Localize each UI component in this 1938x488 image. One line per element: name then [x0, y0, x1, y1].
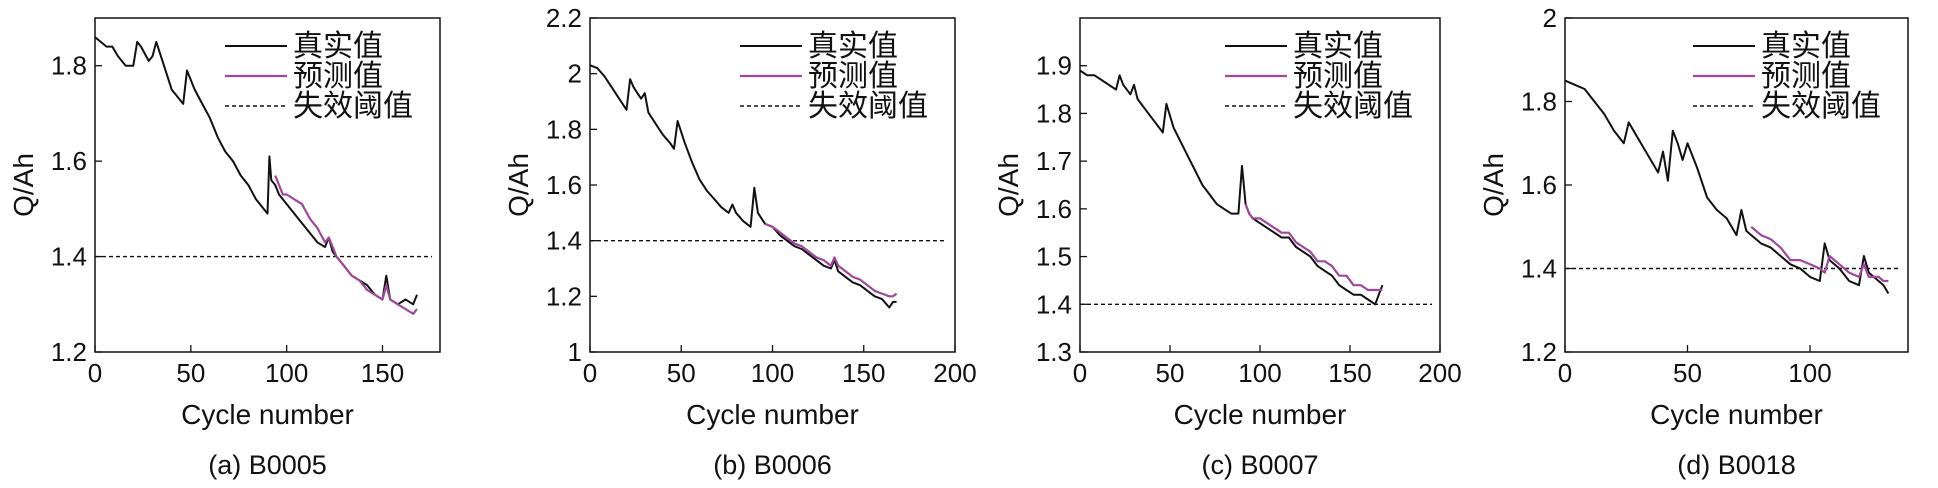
legend-label: 真实值	[1761, 29, 1851, 64]
x-tick-label: 150	[842, 358, 885, 388]
x-tick-label: 100	[751, 358, 794, 388]
y-tick-label: 1.5	[1036, 242, 1072, 272]
y-tick-label: 1.4	[1036, 289, 1072, 319]
y-tick-label: 1.9	[1036, 51, 1072, 81]
plot-frame	[94, 17, 441, 353]
x-tick-label: 50	[1673, 358, 1702, 388]
x-tick-label: 200	[1418, 358, 1461, 388]
plot-frame	[589, 17, 956, 353]
y-tick-label: 1.6	[1521, 170, 1557, 200]
y-tick-label: 1.3	[1036, 337, 1072, 367]
x-axis-label: Cycle number	[686, 399, 859, 430]
chart-panel-4: 0 50 100 1.2 1.4 1.6 1.8 2 Cycle number Q/Ah 真实值预测…	[1478, 3, 1909, 480]
y-axis-label: Q/Ah	[8, 153, 39, 217]
x-tick-label: 0	[1073, 358, 1087, 388]
x-axis-label: Cycle number	[181, 399, 354, 430]
y-tick-label: 1.7	[1036, 146, 1072, 176]
series-line-actual	[1079, 69, 1384, 306]
x-tick-label: 50	[1156, 358, 1185, 388]
y-tick-label: 1.2	[51, 337, 87, 367]
y-tick-label: 1.6	[51, 146, 87, 176]
series-line-predicted	[1750, 225, 1889, 283]
legend-label: 失效阈值	[1293, 89, 1413, 124]
y-tick-label: 1.8	[51, 51, 87, 81]
y-axis-label: Q/Ah	[993, 153, 1024, 217]
series-line-predicted	[1244, 203, 1383, 292]
subfigure-caption: (b) B0006	[713, 450, 832, 480]
legend-label: 真实值	[293, 29, 383, 64]
plot-frame	[1079, 17, 1441, 353]
y-tick-label: 1.2	[546, 281, 582, 311]
y-tick-label: 1.8	[1521, 87, 1557, 117]
x-tick-label: 100	[1788, 358, 1831, 388]
y-tick-label: 2.2	[546, 3, 582, 33]
x-tick-label: 50	[176, 358, 205, 388]
chart-panel-1: 0 50 100 150 1.2 1.4 1.6 1.8 Cycle number Q/Ah 真实值…	[8, 17, 441, 480]
subfigure-caption: (c) B0007	[1201, 450, 1318, 480]
x-tick-label: 0	[583, 358, 597, 388]
x-tick-label: 150	[361, 358, 404, 388]
plot-frame	[1564, 17, 1909, 353]
x-tick-label: 0	[88, 358, 102, 388]
y-axis-label: Q/Ah	[503, 153, 534, 217]
legend-label: 预测值	[1293, 59, 1383, 94]
y-tick-label: 1.6	[1036, 194, 1072, 224]
y-tick-label: 1.4	[51, 242, 87, 272]
y-tick-label: 2	[1543, 3, 1557, 33]
series-line-actual	[1564, 79, 1890, 295]
y-tick-label: 1.4	[1521, 254, 1557, 284]
y-tick-label: 1	[568, 337, 582, 367]
legend-label: 真实值	[1293, 29, 1383, 64]
x-axis-label: Cycle number	[1650, 399, 1823, 430]
x-tick-label: 0	[1558, 358, 1572, 388]
x-tick-label: 100	[265, 358, 308, 388]
y-tick-label: 1.8	[1036, 98, 1072, 128]
y-tick-label: 1.2	[1521, 337, 1557, 367]
legend-label: 真实值	[808, 29, 898, 64]
x-tick-label: 50	[667, 358, 696, 388]
x-axis-label: Cycle number	[1174, 399, 1347, 430]
series-line-actual	[589, 64, 897, 309]
legend-label: 失效阈值	[1761, 89, 1881, 124]
legend-label: 预测值	[808, 59, 898, 94]
series-line-predicted	[764, 222, 898, 298]
y-tick-label: 1.4	[546, 226, 582, 256]
legend-label: 预测值	[293, 59, 383, 94]
chart-panel-2: 0 50 100 150 200 1 1.2 1.4 1.6 1.8 2 2.2 Cycle numbe…	[503, 3, 977, 480]
legend-label: 失效阈值	[808, 89, 928, 124]
y-axis-label: Q/Ah	[1478, 153, 1509, 217]
y-tick-label: 1.8	[546, 114, 582, 144]
subfigure-caption: (d) B0018	[1677, 450, 1796, 480]
x-tick-label: 200	[933, 358, 976, 388]
x-tick-label: 150	[1328, 358, 1371, 388]
y-tick-label: 2	[568, 59, 582, 89]
x-tick-label: 100	[1238, 358, 1281, 388]
y-tick-label: 1.6	[546, 170, 582, 200]
series-line-predicted	[274, 175, 418, 315]
chart-panel-3: 0 50 100 150 200 1.3 1.4 1.5 1.6 1.7 1.8 1.9 Cycle n…	[993, 17, 1462, 480]
legend-label: 预测值	[1761, 59, 1851, 94]
subfigure-caption: (a) B0005	[208, 450, 327, 480]
legend-label: 失效阈值	[293, 89, 413, 124]
